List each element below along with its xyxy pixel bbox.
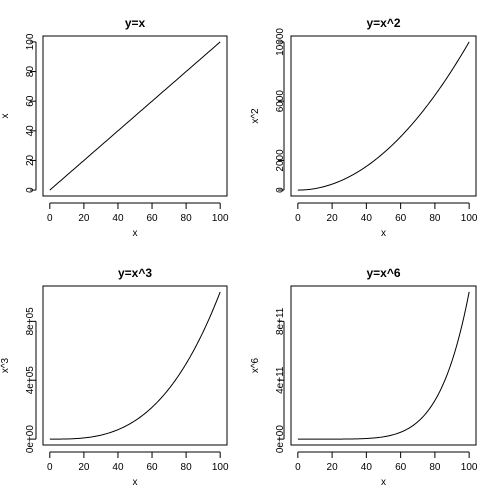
- plot-box: [42, 285, 228, 446]
- x-tick-label: 40: [361, 213, 373, 224]
- x-tick-label: 100: [212, 213, 229, 224]
- plot-box: [290, 35, 477, 197]
- chart-title: y=x^2: [366, 16, 400, 30]
- x-axis: 0 20 40 60 80 100: [47, 451, 229, 473]
- x-tick-label: 0: [47, 462, 53, 473]
- y-tick-label: 0: [25, 187, 36, 193]
- x-tick-label: 80: [181, 462, 193, 473]
- x-tick-label: 20: [78, 462, 90, 473]
- x-tick-label: 20: [78, 213, 90, 224]
- y-tick-label: 0e+00: [25, 425, 36, 454]
- y-axis: 0e+00 4e+05 8e+05: [25, 307, 37, 454]
- x-tick-label: 60: [395, 462, 407, 473]
- plot-box: [42, 35, 228, 197]
- y-axis-label: x^6: [250, 357, 261, 373]
- x-tick-label: 60: [146, 213, 158, 224]
- x-axis-label: x: [133, 228, 138, 239]
- x-tick-label: 80: [429, 213, 441, 224]
- x-tick-label: 20: [327, 213, 339, 224]
- y-tick-label: 8e+05: [25, 307, 36, 336]
- x-tick-label: 0: [47, 213, 53, 224]
- y-tick-label: 0e+00: [275, 425, 286, 454]
- y-tick-label: 80: [25, 66, 36, 78]
- y-tick-label: 2000: [275, 149, 286, 172]
- x-axis-label: x: [381, 228, 386, 239]
- x-axis: 0 20 40 60 80 100: [295, 202, 478, 224]
- y-axis-label: x: [0, 114, 11, 119]
- series-line: [297, 41, 470, 191]
- x-tick-label: 60: [395, 213, 407, 224]
- y-axis: 0 2000 6000 10000: [275, 28, 286, 193]
- series-line: [49, 291, 221, 440]
- chart-panel-2: y=x^2 0 20 40 60 80 100 x 0 2000 6000 10000 x^2: [250, 16, 478, 239]
- x-tick-label: 40: [361, 462, 373, 473]
- y-tick-label: 4e+05: [25, 366, 36, 395]
- y-tick-label: 60: [25, 95, 36, 107]
- y-tick-label: 10000: [275, 28, 286, 56]
- y-tick-label: 6000: [275, 90, 286, 113]
- x-tick-label: 0: [295, 213, 301, 224]
- x-tick-label: 0: [295, 462, 301, 473]
- y-tick-label: 40: [25, 125, 36, 137]
- x-tick-label: 40: [112, 462, 124, 473]
- chart-panel-1: y=x 0 20 40 60 80 100 x 0 20 40 60 80 100 x: [0, 16, 229, 239]
- chart-title: y=x^6: [366, 266, 400, 280]
- y-tick-label: 0: [275, 187, 286, 193]
- chart-panel-3: y=x^3 0 20 40 60 80 100 x 0e+00 4e+05 8e+05 x^3: [0, 266, 229, 488]
- x-tick-label: 40: [112, 213, 124, 224]
- x-tick-label: 20: [327, 462, 339, 473]
- chart-title: y=x: [125, 16, 146, 30]
- y-axis: 0 20 40 60 80 100: [25, 33, 37, 193]
- y-tick-label: 8e+11: [275, 307, 286, 335]
- y-tick-label: 100: [25, 33, 36, 50]
- series-line: [297, 291, 470, 440]
- x-axis-label: x: [133, 477, 138, 488]
- x-tick-label: 100: [461, 213, 478, 224]
- chart-title: y=x^3: [118, 266, 152, 280]
- plot-box: [290, 285, 477, 446]
- x-tick-label: 100: [212, 462, 229, 473]
- y-tick-label: 20: [25, 154, 36, 166]
- y-axis: 0e+00 4e+11 8e+11: [275, 307, 286, 453]
- series-line: [49, 41, 221, 191]
- y-axis-label: x^2: [250, 108, 261, 124]
- chart-panel-4: y=x^6 0 20 40 60 80 100 x 0e+00 4e+11 8e+11 x^6: [250, 266, 478, 488]
- x-tick-label: 100: [461, 462, 478, 473]
- x-axis: 0 20 40 60 80 100: [295, 451, 478, 473]
- x-tick-label: 80: [181, 213, 193, 224]
- x-axis: 0 20 40 60 80 100: [47, 202, 229, 224]
- x-tick-label: 60: [146, 462, 158, 473]
- y-axis-label: x^3: [0, 357, 11, 373]
- y-tick-label: 4e+11: [275, 366, 286, 394]
- x-tick-label: 80: [429, 462, 441, 473]
- x-axis-label: x: [381, 477, 386, 488]
